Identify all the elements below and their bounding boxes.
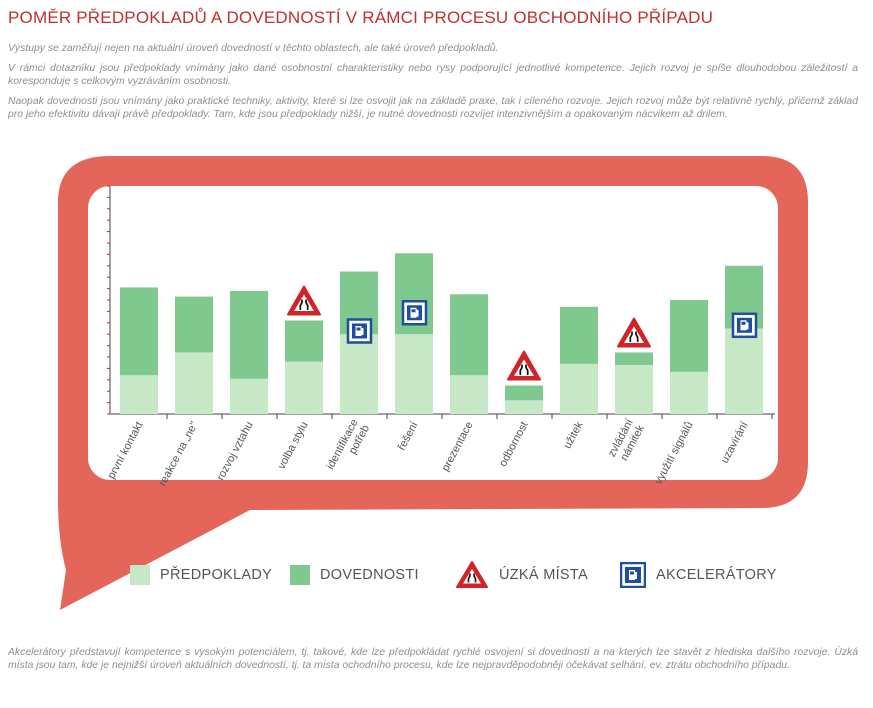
category-label: volba stylu (276, 420, 311, 472)
accelerator-icon (401, 300, 428, 326)
legend-label-predpoklady: PŘEDPOKLADY (160, 567, 273, 583)
accelerator-icon (620, 562, 646, 588)
bar-dovednosti (450, 294, 488, 376)
bar-predpoklady (230, 378, 268, 414)
warning-triangle-icon (507, 350, 541, 381)
intro-paragraph-1: Výstupy se zaměřují nejen na aktuální úr… (8, 43, 499, 54)
category-label: odbornost (497, 420, 531, 469)
category-label: prezentace (439, 420, 475, 474)
bar-dovednosti (505, 385, 543, 401)
bar-dovednosti (670, 300, 708, 372)
bar-predpoklady (725, 328, 763, 414)
bar-dovednosti (615, 352, 653, 365)
legend-label-dovednosti: DOVEDNOSTI (320, 567, 419, 583)
legend-swatch-predpoklady (130, 565, 150, 585)
legend-akceleratory: AKCELERÁTORY (620, 562, 777, 588)
bar-predpoklady (395, 334, 433, 414)
footer-note: Akcelerátory představují kompetence s vy… (8, 647, 858, 671)
category-label: reakce na „ne" (157, 420, 201, 489)
intro-paragraph-2: V rámci dotazníku jsou předpoklady vnímá… (8, 63, 858, 87)
category-label: řešení (396, 420, 421, 453)
accelerator-icon (346, 318, 373, 344)
bar-predpoklady (175, 352, 213, 414)
warning-triangle-icon (287, 285, 321, 316)
bar-predpoklady (120, 375, 158, 414)
category-label: rozvoj vztahu (215, 420, 256, 483)
bar-dovednosti (120, 287, 158, 376)
bar-predpoklady (670, 371, 708, 414)
bar-predpoklady (615, 364, 653, 414)
bar-dovednosti (560, 306, 598, 364)
bar-dovednosti (285, 320, 323, 362)
page-title: POMĚR PŘEDPOKLADŮ A DOVEDNOSTÍ V RÁMCI P… (8, 8, 714, 27)
bar-predpoklady (340, 334, 378, 414)
intro-paragraph-3: Naopak dovednosti jsou vnímány jako prak… (8, 96, 858, 120)
bar-dovednosti (230, 290, 268, 379)
accelerator-icon (731, 312, 758, 339)
bar-predpoklady (505, 400, 543, 414)
category-label: užitek (562, 419, 586, 450)
warning-triangle-icon (617, 317, 651, 348)
category-label: uzavírání (719, 420, 751, 466)
legend-swatch-dovednosti (290, 565, 310, 585)
warning-triangle-icon (456, 561, 488, 588)
category-label: využití signálů (653, 420, 696, 487)
category-label: zvládánínámitek (606, 417, 647, 465)
bar-predpoklady (450, 375, 488, 414)
category-label: první kontakt (105, 420, 145, 481)
category-label: identifikacepotřeb (324, 417, 372, 477)
bar-predpoklady (560, 363, 598, 414)
legend-uzka-mista: ÚZKÁ MÍSTA (455, 561, 588, 588)
legend-label-akceleratory: AKCELERÁTORY (656, 567, 777, 583)
legend-label-uzka-mista: ÚZKÁ MÍSTA (499, 567, 588, 583)
bar-dovednosti (175, 296, 213, 353)
bar-predpoklady (285, 361, 323, 414)
legend-dovednosti: DOVEDNOSTI (290, 563, 419, 587)
legend-predpoklady: PŘEDPOKLADY (130, 563, 272, 587)
